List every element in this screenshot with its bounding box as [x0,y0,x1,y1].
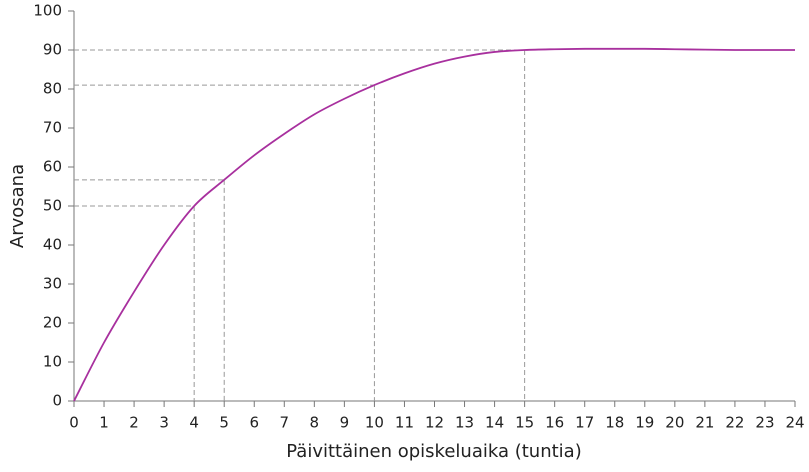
y-tick-label: 10 [43,353,62,371]
x-tick-label: 12 [425,414,444,432]
y-tick-label: 40 [43,236,62,254]
y-tick-label: 20 [43,314,62,332]
x-tick-label: 0 [69,414,79,432]
y-tick-label: 90 [43,41,62,59]
x-tick-label: 5 [219,414,229,432]
x-tick-label: 21 [695,414,714,432]
x-tick-label: 4 [189,414,199,432]
y-tick-label: 80 [43,80,62,98]
y-tick-label: 0 [52,392,62,410]
x-tick-label: 2 [129,414,139,432]
x-tick-label: 3 [159,414,169,432]
x-axis-title: Päivittäinen opiskeluaika (tuntia) [286,441,581,462]
x-tick-label: 8 [310,414,320,432]
x-tick-label: 22 [725,414,744,432]
y-tick-label: 100 [33,2,62,20]
x-tick-label: 10 [365,414,384,432]
data-line [73,47,795,402]
x-tick-label: 9 [340,414,350,432]
x-tick-label: 24 [785,414,804,432]
x-tick-label: 16 [545,414,564,432]
y-tick-label: 60 [43,158,62,176]
y-axis-title: Arvosana [7,164,28,248]
x-tick-label: 20 [665,414,684,432]
x-tick-label: 1 [99,414,109,432]
x-tick-label: 19 [635,414,654,432]
x-tick-label: 7 [280,414,290,432]
x-tick-label: 17 [575,414,594,432]
y-tick-label: 30 [43,275,62,293]
x-tick-label: 18 [605,414,624,432]
x-tick-label: 23 [755,414,774,432]
y-tick-label: 50 [43,197,62,215]
y-tick-label: 70 [43,119,62,137]
x-tick-label: 13 [455,414,474,432]
x-tick-label: 14 [485,414,504,432]
x-tick-label: 11 [395,414,414,432]
x-tick-label: 15 [515,414,534,432]
x-tick-label: 6 [249,414,259,432]
